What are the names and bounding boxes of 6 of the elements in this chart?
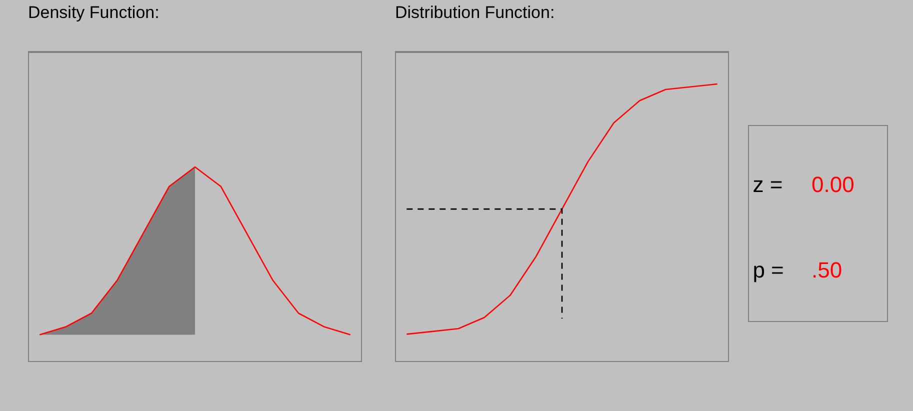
text: p = xyxy=(752,258,784,283)
text: 0.00 xyxy=(812,172,854,197)
chart-title: Distribution Function: xyxy=(395,3,555,22)
chart-title: Density Function: xyxy=(28,3,160,22)
text: .50 xyxy=(812,258,842,283)
text: z = xyxy=(752,172,783,197)
